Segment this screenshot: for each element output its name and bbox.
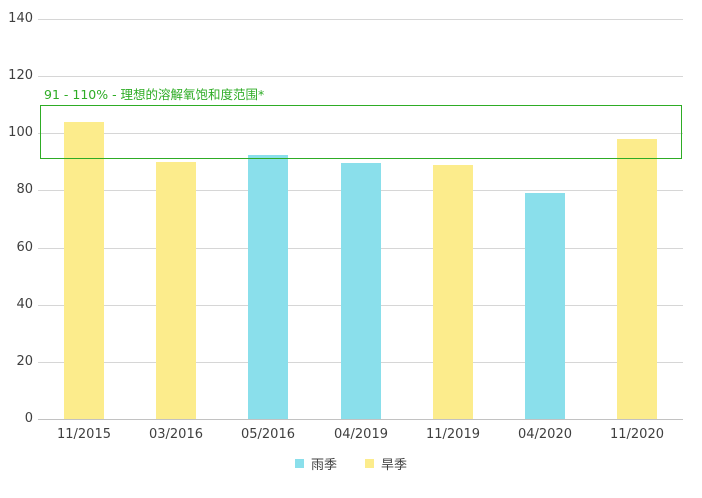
y-tick-label-120: 120 bbox=[8, 68, 33, 83]
y-tick-label-40: 40 bbox=[16, 297, 33, 312]
x-tick-label-04-2020: 04/2020 bbox=[517, 427, 572, 442]
gridline-140 bbox=[38, 19, 683, 20]
y-tick-label-80: 80 bbox=[16, 182, 33, 197]
bar-03-2016 bbox=[156, 162, 196, 419]
y-tick-label-20: 20 bbox=[16, 354, 33, 369]
legend-label: 旱季 bbox=[381, 458, 408, 473]
bar-11-2015 bbox=[64, 122, 104, 419]
x-tick-label-04-2019: 04/2019 bbox=[333, 427, 388, 442]
legend-swatch-icon bbox=[365, 459, 374, 468]
bar-04-2020 bbox=[525, 193, 565, 419]
y-tick-label-0: 0 bbox=[24, 411, 33, 426]
x-tick-label-11-2020: 11/2020 bbox=[609, 427, 664, 442]
y-tick-label-100: 100 bbox=[8, 125, 33, 140]
x-tick-label-11-2015: 11/2015 bbox=[56, 427, 111, 442]
bar-11-2019 bbox=[433, 165, 473, 419]
ideal-range-label: 91 - 110% - 理想的溶解氧饱和度范围* bbox=[44, 87, 265, 102]
bar-04-2019 bbox=[341, 163, 381, 419]
legend-item-雨季: 雨季 bbox=[294, 454, 337, 473]
legend-item-旱季: 旱季 bbox=[365, 454, 407, 473]
legend-swatch-icon bbox=[294, 459, 304, 468]
gridline-120 bbox=[38, 76, 683, 77]
bar-05-2016 bbox=[248, 155, 288, 419]
legend-label: 雨季 bbox=[310, 458, 337, 473]
legend: 雨季 旱季 bbox=[0, 454, 702, 473]
x-tick-label-05-2016: 05/2016 bbox=[240, 427, 295, 442]
y-tick-label-140: 140 bbox=[8, 11, 33, 26]
gridline-100 bbox=[38, 133, 683, 134]
x-tick-label-11-2019: 11/2019 bbox=[425, 427, 480, 442]
x-tick-label-03-2016: 03/2016 bbox=[148, 427, 203, 442]
ideal-range-box bbox=[40, 105, 682, 159]
y-tick-label-60: 60 bbox=[16, 240, 33, 255]
gridline-0 bbox=[38, 419, 683, 420]
bar-11-2020 bbox=[617, 139, 657, 419]
